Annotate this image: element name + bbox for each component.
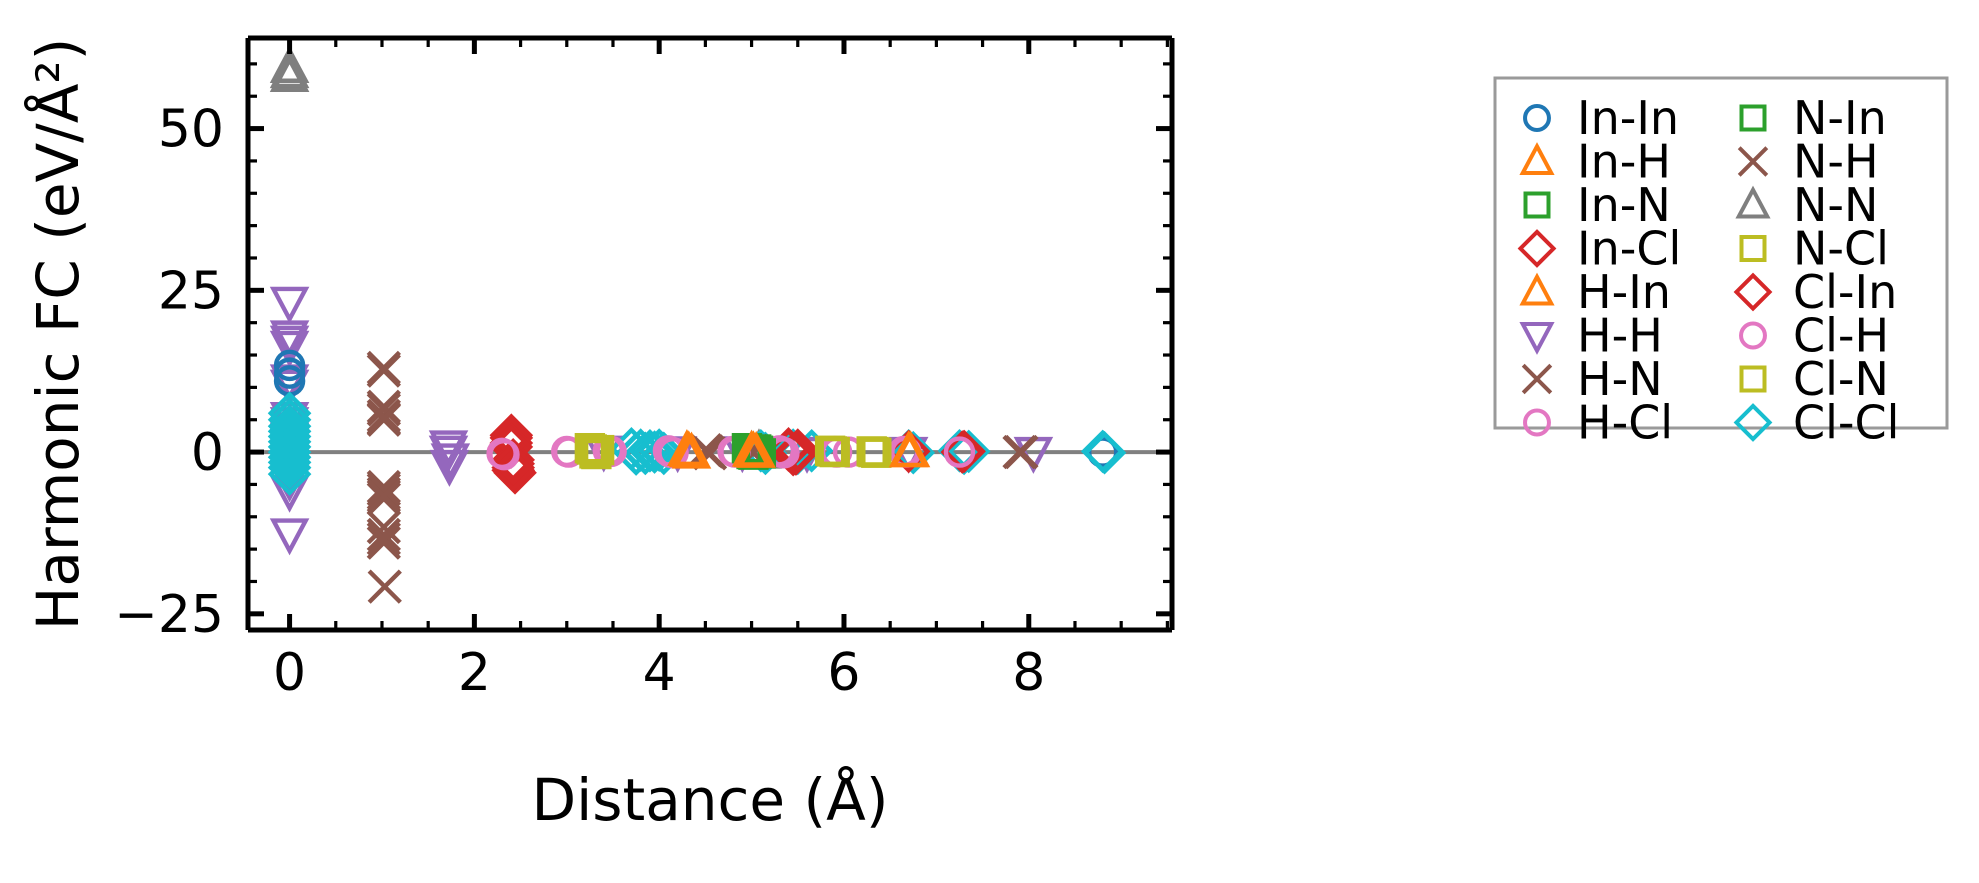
x-tick-label: 8	[1012, 643, 1045, 703]
series-cl-n	[576, 434, 889, 470]
y-axis-label: Harmonic FC (eV/Å²)	[23, 38, 92, 631]
legend-label: Cl-In	[1793, 265, 1897, 319]
y-tick-label: 50	[158, 100, 224, 160]
legend-item-h-n[interactable]: H-N	[1521, 352, 1663, 406]
x-tick-label: 4	[643, 643, 676, 703]
y-tick-label: 0	[191, 423, 224, 483]
legend-label: H-H	[1577, 309, 1663, 363]
x-tick-label: 0	[273, 643, 306, 703]
legend-label: Cl-N	[1793, 352, 1889, 406]
legend-label: In-In	[1577, 91, 1679, 145]
legend-label: In-N	[1577, 178, 1671, 232]
axes-layer	[245, 35, 1175, 633]
legend-label: N-H	[1793, 135, 1879, 189]
tick-labels-layer: 0 2 4 6 8 50 25 0 −25	[114, 100, 1045, 703]
legend-item-cl-n[interactable]: Cl-N	[1739, 352, 1889, 406]
legend-label: N-N	[1793, 178, 1878, 232]
legend-item-in-in[interactable]: In-In	[1523, 91, 1679, 145]
legend-item-cl-in[interactable]: Cl-In	[1733, 265, 1897, 319]
legend-label: N-Cl	[1793, 222, 1889, 276]
legend-item-n-cl[interactable]: N-Cl	[1739, 222, 1889, 276]
legend-item-in-cl[interactable]: In-Cl	[1517, 222, 1681, 276]
legend-label: In-Cl	[1577, 222, 1681, 276]
legend-label: Cl-Cl	[1793, 396, 1899, 450]
legend-label: N-In	[1793, 91, 1887, 145]
y-tick-label: 25	[158, 261, 224, 321]
x-tick-label: 6	[827, 643, 860, 703]
legend-label: In-H	[1577, 135, 1671, 189]
legend-label: H-Cl	[1577, 396, 1673, 450]
x-axis-label: Distance (Å)	[532, 765, 889, 834]
legend-item-h-h[interactable]: H-H	[1519, 309, 1663, 363]
legend-item-cl-h[interactable]: Cl-H	[1739, 309, 1889, 363]
legend-item-h-cl[interactable]: H-Cl	[1523, 396, 1673, 450]
y-tick-label: −25	[114, 585, 224, 645]
legend-label: H-N	[1577, 352, 1663, 406]
legend-box	[1493, 76, 1949, 430]
legend-item-in-n[interactable]: In-N	[1523, 178, 1671, 232]
legend[interactable]: In-InIn-HIn-NIn-ClH-InH-HH-NH-ClN-InN-HN…	[1493, 76, 1949, 450]
legend-item-n-in[interactable]: N-In	[1739, 91, 1887, 145]
legend-item-n-h[interactable]: N-H	[1737, 135, 1879, 189]
axis-labels-layer: Distance (Å) Harmonic FC (eV/Å²)	[23, 38, 888, 834]
legend-item-cl-cl[interactable]: Cl-Cl	[1733, 396, 1899, 450]
series-h-in	[668, 430, 931, 468]
legend-item-in-h[interactable]: In-H	[1519, 135, 1671, 189]
legend-label: H-In	[1577, 265, 1671, 319]
data-points-layer	[267, 45, 1127, 604]
x-tick-label: 2	[458, 643, 491, 703]
legend-label: Cl-H	[1793, 309, 1889, 363]
legend-item-h-in[interactable]: H-In	[1519, 265, 1671, 319]
legend-item-n-n[interactable]: N-N	[1735, 178, 1879, 232]
